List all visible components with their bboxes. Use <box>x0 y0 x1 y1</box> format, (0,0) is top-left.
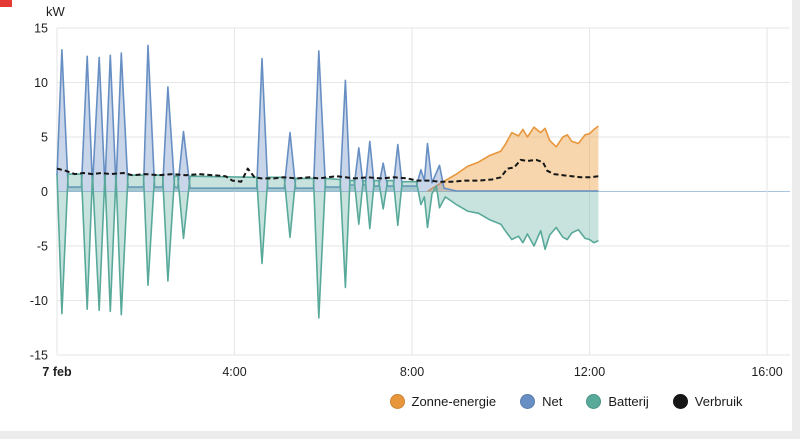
y-tick-label: 0 <box>41 185 48 199</box>
y-tick-label: 5 <box>41 131 48 145</box>
legend-label-verbruik: Verbruik <box>694 394 743 409</box>
legend-item-verbruik[interactable]: Verbruik <box>672 394 743 409</box>
y-tick-label: -5 <box>37 240 48 254</box>
legend-dot-batterij <box>586 394 602 409</box>
legend-label-batterij: Batterij <box>608 394 649 409</box>
power-chart[interactable]: kW 15 10 5 0 -5 -10 -15 7 feb 4:00 8:00 12:00 16:00 <box>0 0 792 385</box>
legend-label-net: Net <box>542 394 563 409</box>
series-line <box>56 44 599 192</box>
x-tick-label: 12:00 <box>574 365 605 379</box>
y-tick-label: 15 <box>34 22 48 36</box>
legend-item-zonne-energie[interactable]: Zonne-energie <box>389 394 497 409</box>
chart-legend: Zonne-energie Net Batterij Verbruik <box>0 394 792 409</box>
y-tick-label: -15 <box>30 349 48 363</box>
series-line <box>427 125 599 193</box>
x-tick-label: 4:00 <box>222 365 246 379</box>
x-tick-label: 7 feb <box>42 365 72 379</box>
y-tick-label: -10 <box>30 294 48 308</box>
legend-label-zonne-energie: Zonne-energie <box>411 394 497 409</box>
energy-chart-card: kW 15 10 5 0 -5 -10 -15 7 feb 4:00 8:00 12:00 16:00 … <box>0 0 792 431</box>
series-dashed-line <box>56 158 599 183</box>
legend-dot-net <box>520 394 536 409</box>
legend-dot-verbruik <box>672 394 688 409</box>
series-area <box>57 45 599 192</box>
legend-item-batterij[interactable]: Batterij <box>586 394 649 409</box>
corner-accent <box>0 0 12 7</box>
legend-dot-zonne-energie <box>389 394 405 409</box>
x-tick-label: 8:00 <box>400 365 424 379</box>
x-tick-label: 16:00 <box>751 365 782 379</box>
legend-item-net[interactable]: Net <box>520 394 562 409</box>
y-tick-label: 10 <box>34 76 48 90</box>
y-axis-unit: kW <box>46 4 66 19</box>
series-line <box>56 173 599 319</box>
